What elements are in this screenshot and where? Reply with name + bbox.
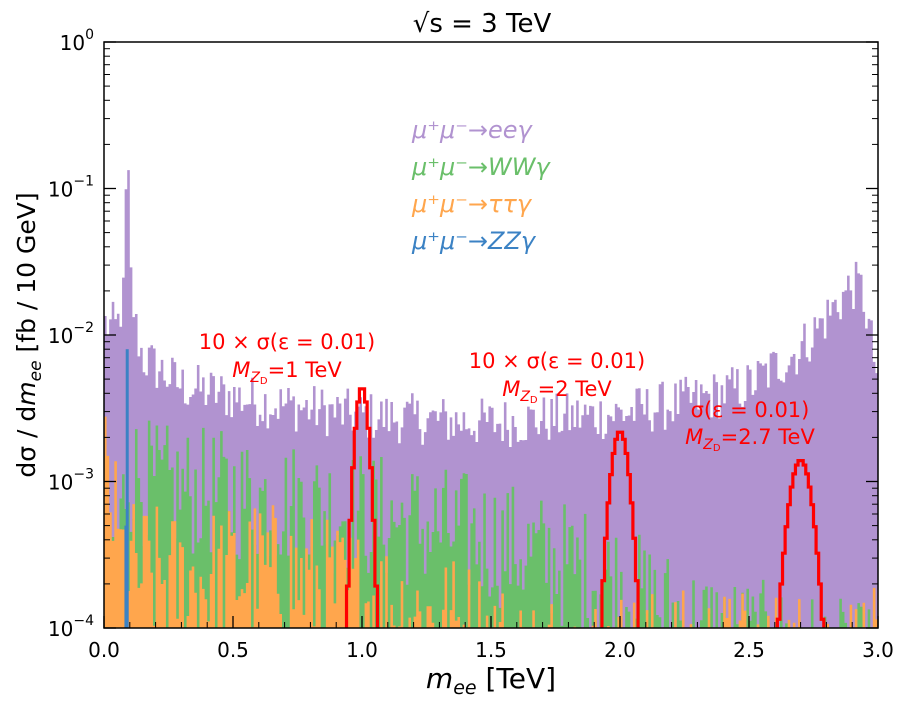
y-tick-label: 100	[60, 27, 94, 55]
histogram-layer	[104, 170, 878, 628]
signal-peak-0	[344, 387, 380, 628]
legend-entry: μ⁺μ⁻→ττγ	[411, 190, 533, 218]
signal-mass-label: MZD=2.7 TeV	[685, 425, 815, 454]
x-tick-label: 3.0	[862, 638, 894, 662]
y-tick-label: 10−2	[48, 320, 94, 348]
x-tick-label: 2.0	[604, 638, 636, 662]
signal-mass-label: MZD=1 TeV	[232, 358, 342, 387]
legend-entry: μ⁺μ⁻→WWγ	[411, 153, 551, 181]
signal-peak-2	[775, 459, 826, 628]
x-tick-label: 2.5	[733, 638, 765, 662]
signal-layer	[344, 387, 826, 628]
chart-title: √s = 3 TeV	[413, 9, 552, 39]
legend-entry: μ⁺μ⁻→ZZγ	[411, 227, 537, 255]
x-tick-label: 1.5	[475, 638, 507, 662]
x-tick-label: 0.5	[217, 638, 249, 662]
x-axis-label: mee [TeV]	[426, 662, 556, 699]
signal-label: 10 × σ(ε = 0.01)	[199, 330, 375, 354]
histogram-series-2	[104, 416, 878, 628]
y-axis-label: dσ / dmee [fb / 10 GeV]	[12, 192, 46, 477]
signal-mass-label: MZD=2 TeV	[502, 377, 612, 406]
signal-label: 10 × σ(ε = 0.01)	[469, 349, 645, 373]
y-tick-label: 10−1	[48, 174, 94, 202]
legend-entry: μ⁺μ⁻→eeγ	[411, 116, 534, 144]
y-tick-label: 10−3	[48, 467, 94, 495]
y-axis: 100 10−1 10−2 10−3 10−4	[48, 27, 878, 641]
legend: μ⁺μ⁻→eeγ μ⁺μ⁻→WWγ μ⁺μ⁻→ττγ μ⁺μ⁻→ZZγ	[411, 116, 551, 255]
x-axis: 0.0 0.5 1.0 1.5 2.0 2.5 3.0	[88, 616, 894, 662]
y-tick-label: 10−4	[48, 613, 94, 641]
histogram-spike-3-1	[125, 349, 129, 628]
signal-annotations: 10 × σ(ε = 0.01) MZD=1 TeV 10 × σ(ε = 0.01…	[199, 330, 816, 454]
x-tick-label: 1.0	[346, 638, 378, 662]
signal-label: σ(ε = 0.01)	[691, 398, 810, 422]
x-tick-label: 0.0	[88, 638, 120, 662]
signal-peak-1	[600, 430, 640, 628]
